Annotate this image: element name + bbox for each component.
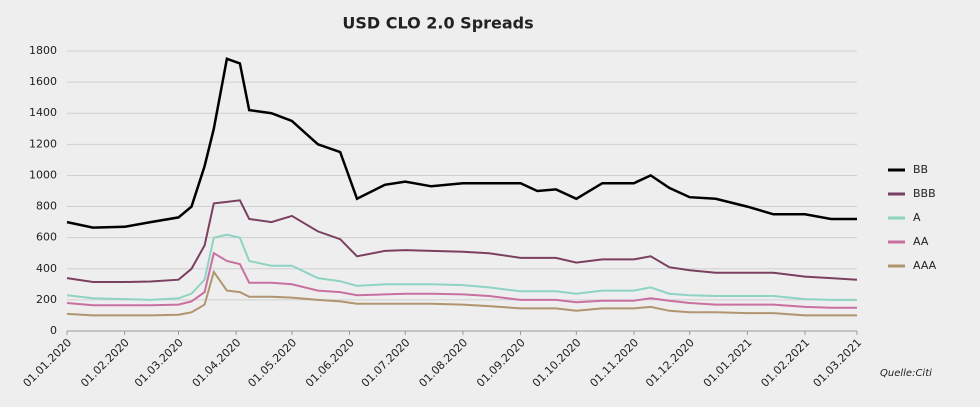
series-line bbox=[66, 199, 858, 283]
y-tick-label: 200 bbox=[36, 293, 57, 306]
y-tick-label: 0 bbox=[50, 324, 57, 337]
series-line bbox=[66, 251, 857, 309]
chart-title: USD CLO 2.0 Spreads bbox=[342, 14, 533, 33]
legend-label: AAA bbox=[913, 259, 937, 272]
y-tick-label: 1200 bbox=[29, 137, 57, 150]
legend-label: BBB bbox=[913, 187, 936, 200]
y-tick-label: 400 bbox=[36, 262, 57, 275]
y-tick-label: 1400 bbox=[29, 106, 57, 119]
y-tick-label: 1000 bbox=[29, 168, 57, 181]
legend-label: A bbox=[913, 211, 921, 224]
y-tick-label: 1600 bbox=[29, 75, 57, 88]
series-line bbox=[66, 233, 857, 301]
series-line bbox=[66, 57, 857, 229]
y-tick-label: 1800 bbox=[29, 44, 57, 57]
legend-label: BB bbox=[913, 163, 928, 176]
y-tick-label: 600 bbox=[36, 231, 57, 244]
series-line bbox=[66, 269, 857, 317]
legend-label: AA bbox=[913, 235, 929, 248]
y-tick-label: 800 bbox=[36, 200, 57, 213]
source: Quelle:Citi bbox=[880, 368, 932, 379]
